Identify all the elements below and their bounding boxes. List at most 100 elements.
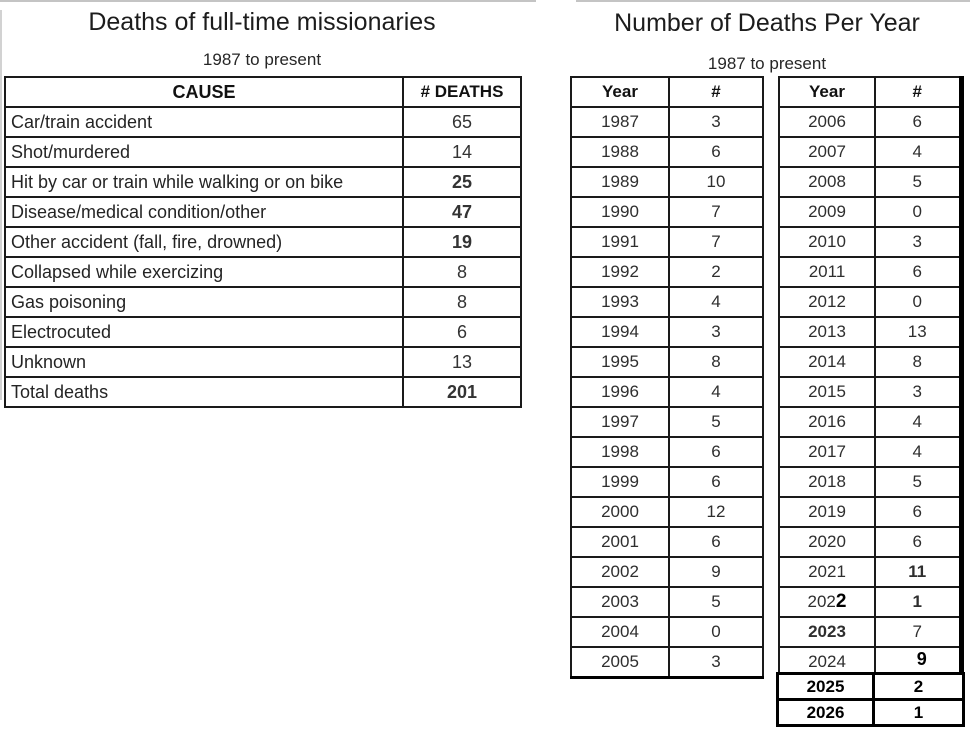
year-cell: 2023 (778, 616, 876, 648)
table-row: 2007 4 (778, 136, 962, 168)
count-cell: 5 (668, 406, 764, 438)
table-row: 1991 7 (570, 226, 764, 258)
deaths-cell: 65 (402, 106, 522, 138)
count-cell: 6 (668, 466, 764, 498)
count-cell: 8 (874, 346, 962, 378)
count-cell: 4 (874, 406, 962, 438)
table-row: 2013 13 (778, 316, 962, 348)
count-column-header: # (668, 76, 764, 108)
year-cell: 2019 (778, 496, 876, 528)
table-row: 1998 6 (570, 436, 764, 468)
count-cell: 4 (668, 376, 764, 408)
year-cell: 2000 (570, 496, 670, 528)
year-cell: 2007 (778, 136, 876, 168)
year-cell: 2009 (778, 196, 876, 228)
year-cell: 1991 (570, 226, 670, 258)
table-row: Disease/medical condition/other 47 (4, 196, 522, 228)
count-cell: 1 (872, 698, 965, 727)
year-cell: 2003 (570, 586, 670, 618)
screenshot-stitch-line (576, 0, 970, 2)
table-row: Gas poisoning 8 (4, 286, 522, 318)
year-cell: 2004 (570, 616, 670, 648)
table-row: 2005 3 (570, 646, 764, 679)
year-cell: 2002 (570, 556, 670, 588)
table-row: 2016 4 (778, 406, 962, 438)
year-cell: 1990 (570, 196, 670, 228)
table-row: Shot/murdered 14 (4, 136, 522, 168)
year-text-bold-digit: 2 (835, 591, 847, 612)
header-row: Year # (570, 76, 764, 108)
year-cell: 1993 (570, 286, 670, 318)
table-row: 2025 2 (776, 672, 965, 701)
table-row: 1990 7 (570, 196, 764, 228)
table-row: Car/train accident 65 (4, 106, 522, 138)
deaths-per-year-table-2006-2024: Year # 2006 6 2007 4 2008 5 2009 0 2010 3 2011 6 201… (778, 76, 964, 678)
count-cell: 1 (874, 586, 962, 618)
table-row: 1994 3 (570, 316, 764, 348)
table-row: 1989 10 (570, 166, 764, 198)
year-cell: 2013 (778, 316, 876, 348)
table-row: Collapsed while exercizing 8 (4, 256, 522, 288)
year-cell: 2015 (778, 376, 876, 408)
count-cell: 4 (874, 436, 962, 468)
table-row: 2019 6 (778, 496, 962, 528)
year-cell: 2011 (778, 256, 876, 288)
count-cell: 6 (668, 436, 764, 468)
count-cell: 6 (668, 526, 764, 558)
table-row: 2010 3 (778, 226, 962, 258)
cause-cell: Hit by car or train while walking or on … (4, 166, 404, 198)
table-row: 2020 6 (778, 526, 962, 558)
count-cell: 7 (668, 196, 764, 228)
table-row: 1999 6 (570, 466, 764, 498)
year-cell: 1988 (570, 136, 670, 168)
deaths-per-year-table-2025-2026: 2025 2 2026 1 (776, 672, 965, 727)
cause-table-title: Deaths of full-time missionaries (88, 8, 436, 36)
count-cell: 6 (874, 496, 962, 528)
deaths-per-year-table-1987-2005: Year # 1987 3 1988 6 1989 10 1990 7 1991 7 1992 2 19… (570, 76, 764, 679)
count-cell: 11 (874, 556, 962, 588)
deaths-column-header: # DEATHS (402, 76, 522, 108)
screenshot-stitch-line (0, 0, 536, 2)
table-row: 2001 6 (570, 526, 764, 558)
cause-cell: Collapsed while exercizing (4, 256, 404, 288)
table-row: 2002 9 (570, 556, 764, 588)
table-row: 2008 5 (778, 166, 962, 198)
cause-of-death-table: CAUSE # DEATHS Car/train accident 65 Shot/… (4, 76, 522, 408)
count-cell: 5 (668, 586, 764, 618)
count-cell: 0 (874, 286, 962, 318)
table-row: 2011 6 (778, 256, 962, 288)
count-cell: 9 (668, 556, 764, 588)
year-cell: 2017 (778, 436, 876, 468)
deaths-cell: 13 (402, 346, 522, 378)
year-cell: 2001 (570, 526, 670, 558)
cause-cell: Total deaths (4, 376, 404, 408)
table-row: Total deaths 201 (4, 376, 522, 408)
year-cell: 2014 (778, 346, 876, 378)
table-row: 2012 0 (778, 286, 962, 318)
deaths-cell: 8 (402, 286, 522, 318)
year-cell: 2022 (778, 586, 876, 618)
year-cell: 2012 (778, 286, 876, 318)
deaths-cell: 19 (402, 226, 522, 258)
table-row: 2022 1 (778, 586, 962, 618)
table-row: 2015 3 (778, 376, 962, 408)
table-row: 2014 8 (778, 346, 962, 378)
cause-cell: Gas poisoning (4, 286, 404, 318)
count-cell: 12 (668, 496, 764, 528)
cause-cell: Electrocuted (4, 316, 404, 348)
count-cell: 6 (874, 256, 962, 288)
year-cell: 1994 (570, 316, 670, 348)
deaths-cell: 6 (402, 316, 522, 348)
header-row: CAUSE # DEATHS (4, 76, 522, 108)
year-cell: 1992 (570, 256, 670, 288)
count-cell: 4 (668, 286, 764, 318)
table-row: 1997 5 (570, 406, 764, 438)
count-cell: 6 (874, 526, 962, 558)
year-cell: 2020 (778, 526, 876, 558)
count-cell: 0 (874, 196, 962, 228)
count-cell: 3 (668, 106, 764, 138)
count-cell: 3 (668, 316, 764, 348)
year-cell: 2008 (778, 166, 876, 198)
count-cell: 0 (668, 616, 764, 648)
table-row: 2017 4 (778, 436, 962, 468)
